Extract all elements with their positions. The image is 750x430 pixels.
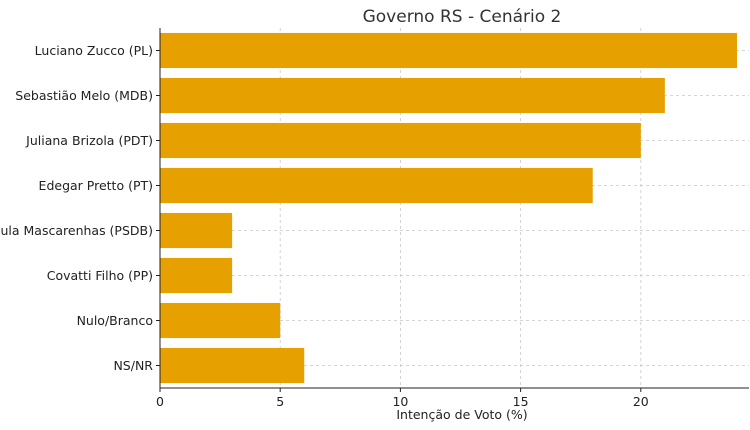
bar: [160, 167, 593, 204]
bars-group: [160, 32, 737, 384]
category-label: NS/NR: [113, 358, 153, 373]
category-label: Nulo/Branco: [77, 313, 153, 328]
x-axis-ticks: 0 5 10 15 20: [156, 388, 649, 409]
x-tick-label: 5: [276, 394, 284, 409]
category-labels: Luciano Zucco (PL) Sebastião Melo (MDB) Ju…: [0, 43, 160, 373]
bar: [160, 122, 641, 159]
category-label: Covatti Filho (PP): [47, 268, 153, 283]
x-tick-label: 20: [633, 394, 649, 409]
category-label: Edegar Pretto (PT): [39, 178, 153, 193]
bar: [160, 77, 665, 114]
category-label: Sebastião Melo (MDB): [15, 88, 153, 103]
bar: [160, 257, 233, 294]
category-label: Luciano Zucco (PL): [35, 43, 153, 58]
category-label: Juliana Brizola (PDT): [25, 133, 153, 148]
x-tick-label: 15: [513, 394, 529, 409]
category-label: Paula Mascarenhas (PSDB): [0, 223, 153, 238]
bar: [160, 212, 233, 249]
bar: [160, 32, 737, 69]
x-tick-label: 0: [156, 394, 164, 409]
x-axis-label: Intenção de Voto (%): [396, 407, 527, 422]
bar: [160, 302, 281, 339]
bar: [160, 347, 305, 384]
chart-title: Governo RS - Cenário 2: [363, 7, 562, 27]
x-tick-label: 10: [392, 394, 408, 409]
